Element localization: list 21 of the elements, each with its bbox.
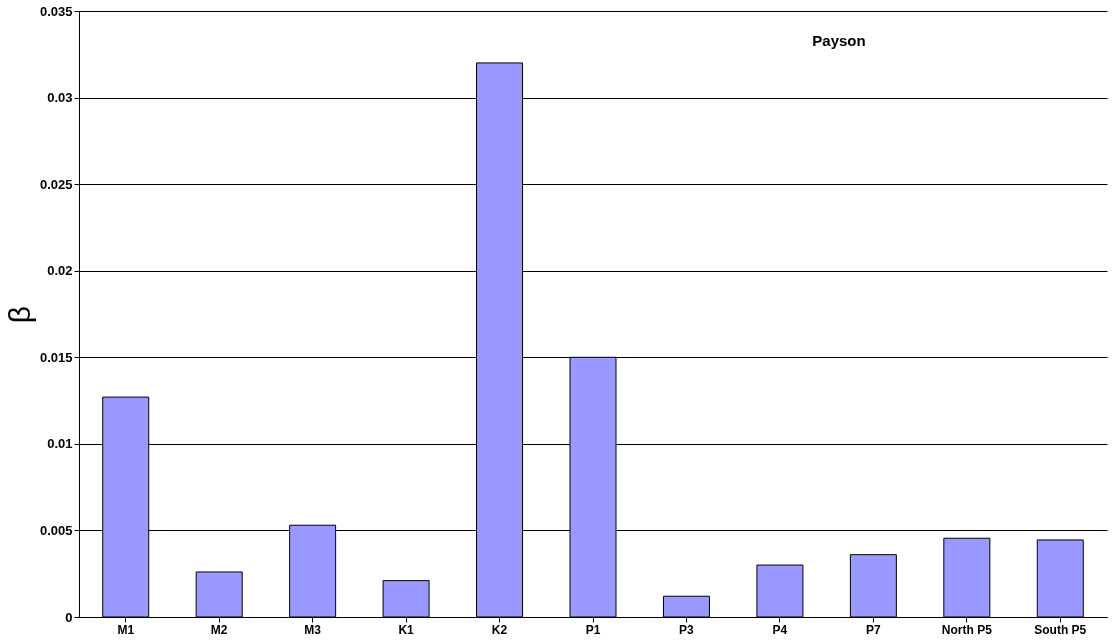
x-tick-label: South P5 [1034,622,1087,637]
x-tick-label: P3 [679,622,695,637]
y-tick-label: 0 [65,609,73,625]
y-tick-label: 0.03 [47,90,73,106]
x-tick-label: M1 [117,622,135,637]
x-tick-label: P7 [866,622,882,637]
x-tick-label: M3 [304,622,322,637]
x-tick-label: P4 [772,622,788,637]
y-tick-label: 0.02 [47,263,73,279]
x-tick-label: K1 [398,622,415,637]
y-tick-label: 0.01 [47,436,73,452]
y-axis-title: β [2,305,36,324]
y-tick-label: 0.035 [39,3,73,19]
annotation: Payson [812,32,866,49]
x-tick-label: North P5 [941,622,993,637]
x-tick-label: P1 [585,622,601,637]
y-tick-label: 0.015 [39,349,73,365]
y-tick-label: 0.025 [39,176,73,192]
x-tick-label: K2 [491,622,508,637]
y-tick-label: 0.005 [39,522,73,538]
x-tick-label: M2 [210,622,228,637]
